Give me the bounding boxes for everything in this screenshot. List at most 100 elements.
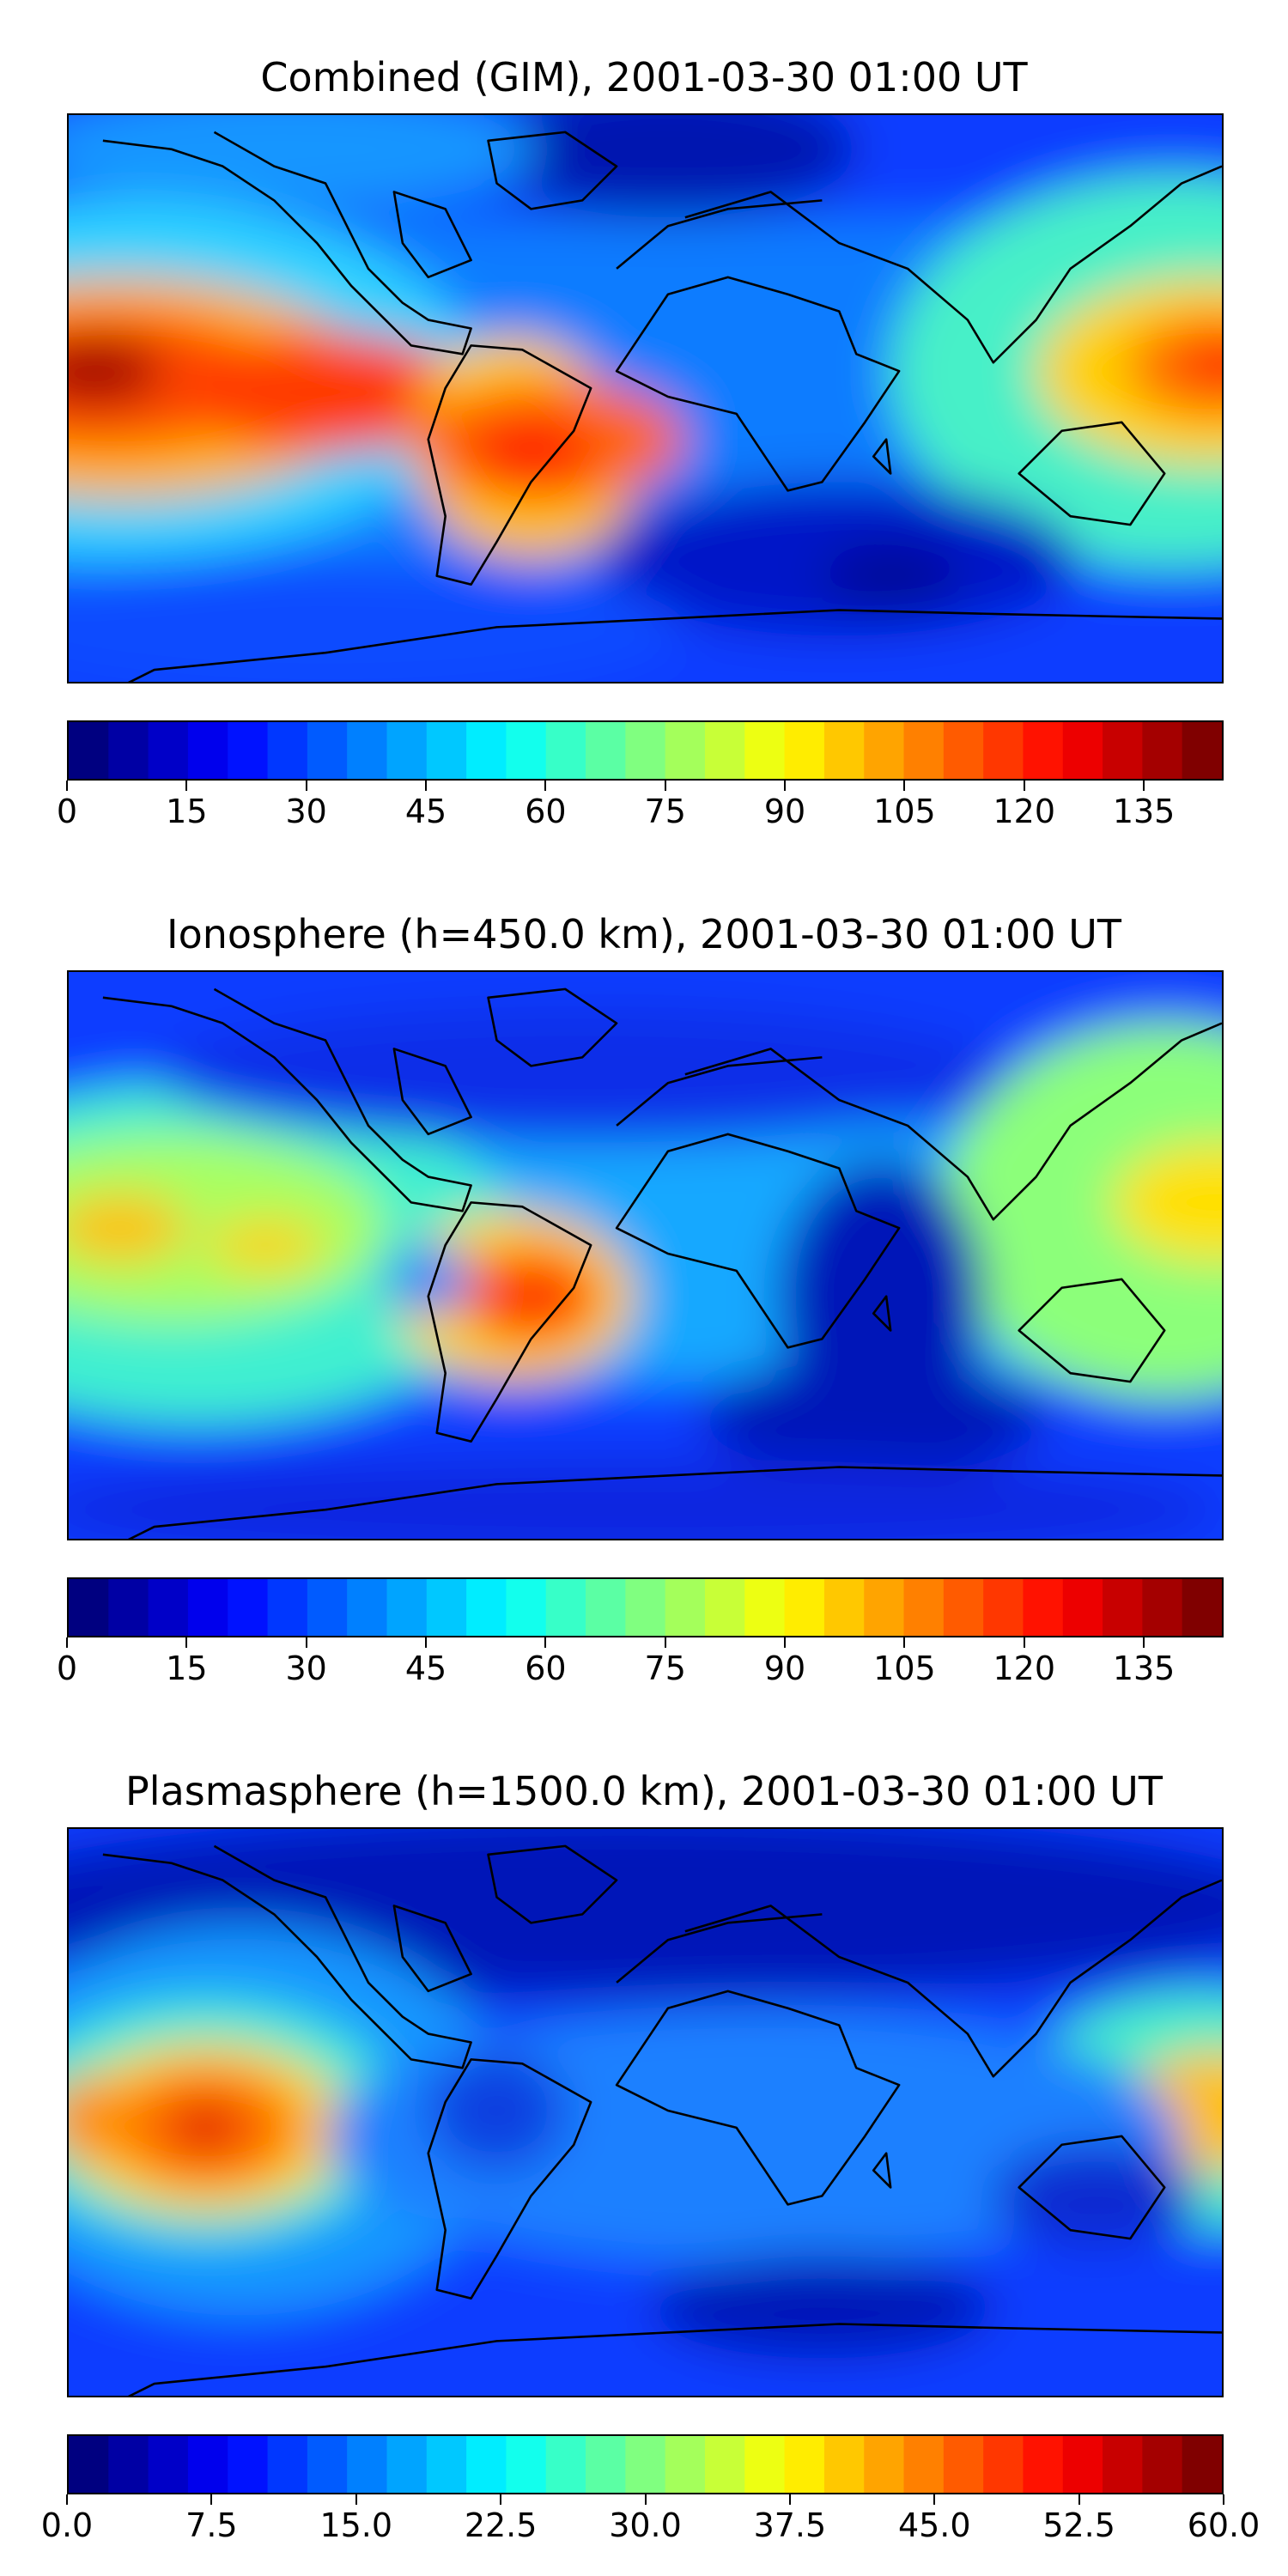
- colorbar-tick-mark: [66, 2494, 68, 2505]
- colorbar-tick-label: 45: [404, 1649, 447, 1687]
- map-combined: [67, 113, 1224, 683]
- coastlines: [102, 1844, 1222, 2396]
- colorbar-ticks-ionosphere: 0 15 30 45 60 75 90 105 120 135: [57, 1637, 1224, 1689]
- colorbar-swatch: [426, 1579, 467, 1636]
- colorbar-swatch: [1142, 2436, 1183, 2493]
- colorbar-tick-mark: [1143, 781, 1145, 791]
- colorbar-swatch: [625, 1579, 666, 1636]
- colorbar-tick-mark: [305, 781, 307, 791]
- colorbar-tick-label: 105: [873, 1649, 936, 1687]
- colorbar-tick-label: 0: [56, 793, 78, 830]
- colorbar-tick-mark: [664, 1637, 666, 1648]
- tec-field: [69, 115, 1222, 682]
- colorbar-tick-label: 52.5: [1042, 2506, 1115, 2544]
- colorbar-swatch: [625, 2436, 666, 2493]
- colorbar-tick-label: 135: [1112, 1649, 1176, 1687]
- colorbar-tick-mark: [788, 2494, 791, 2505]
- colorbar-swatch: [943, 1579, 984, 1636]
- colorbar-ionosphere: [67, 1577, 1224, 1637]
- colorbar-tick-label: 0: [56, 1649, 78, 1687]
- colorbar-swatch: [1103, 1579, 1143, 1636]
- colorbar-tick-label: 135: [1112, 793, 1176, 830]
- colorbar-tick-mark: [66, 1637, 68, 1648]
- colorbar-tick-mark: [544, 781, 547, 791]
- map-ionosphere: [67, 970, 1224, 1540]
- colorbar-swatch: [784, 1579, 825, 1636]
- panel-title-combined: Combined (GIM), 2001-03-30 01:00 UT: [260, 54, 1028, 100]
- colorbar-tick-mark: [1223, 2494, 1224, 2505]
- colorbar-tick-mark: [210, 2494, 213, 2505]
- colorbar-swatch: [704, 2436, 745, 2493]
- colorbar-tick-mark: [784, 781, 787, 791]
- colorbar-swatch: [665, 1579, 706, 1636]
- colorbar-swatch: [586, 2436, 626, 2493]
- colorbar-tick-mark: [1078, 2494, 1080, 2505]
- colorbar-tick-mark: [644, 2494, 647, 2505]
- colorbar-tick-label: 30: [285, 1649, 327, 1687]
- colorbar-tick-label: 75: [644, 793, 686, 830]
- colorbar-ticks-combined: 0 15 30 45 60 75 90 105 120 135: [57, 781, 1224, 832]
- colorbar-tick-label: 60.0: [1187, 2506, 1261, 2544]
- colorbar-swatch: [823, 1579, 865, 1636]
- colorbar-swatch: [506, 2436, 547, 2493]
- colorbar-swatch: [1062, 722, 1103, 779]
- colorbar-swatch: [1182, 722, 1222, 779]
- colorbar-tick-mark: [305, 1637, 307, 1648]
- colorbar-swatch: [784, 722, 825, 779]
- colorbar-swatch: [267, 722, 308, 779]
- colorbar-tick-label: 7.5: [185, 2506, 238, 2544]
- colorbar-swatch: [1103, 2436, 1143, 2493]
- colorbar-swatch: [69, 2436, 109, 2493]
- colorbar-swatch: [744, 2436, 786, 2493]
- colorbar-tick-mark: [1143, 1637, 1145, 1648]
- colorbar-swatch: [1062, 2436, 1103, 2493]
- colorbar-tick-mark: [664, 781, 666, 791]
- colorbar-swatch: [744, 722, 786, 779]
- colorbar-swatch: [386, 1579, 428, 1636]
- colorbar-swatch: [187, 1579, 228, 1636]
- colorbar-tick-mark: [784, 1637, 787, 1648]
- coastlines: [102, 131, 1222, 682]
- colorbar-swatch: [187, 2436, 228, 2493]
- colorbar-swatch: [148, 2436, 189, 2493]
- colorbar-ticks-plasmasphere: 0.0 7.5 15.0 22.5 30.0 37.5 45.0 52.5 60.0: [41, 2494, 1260, 2546]
- colorbar-swatch: [983, 722, 1024, 779]
- colorbar-tick-label: 75: [644, 1649, 686, 1687]
- colorbar-swatch: [466, 722, 507, 779]
- panel-title-plasmasphere: Plasmasphere (h=1500.0 km), 2001-03-30 0…: [125, 1768, 1163, 1814]
- colorbar-swatch: [704, 1579, 745, 1636]
- colorbar-swatch: [69, 722, 109, 779]
- tec-field: [69, 1829, 1222, 2396]
- map-plasmasphere: [67, 1827, 1224, 2397]
- colorbar-swatch: [545, 1579, 586, 1636]
- colorbar-swatch: [108, 1579, 149, 1636]
- colorbar-swatch: [386, 722, 428, 779]
- colorbar-tick-mark: [425, 1637, 428, 1648]
- colorbar-swatch: [347, 2436, 388, 2493]
- colorbar-swatch: [983, 2436, 1024, 2493]
- colorbar-swatch: [228, 1579, 269, 1636]
- colorbar-tick-label: 120: [993, 793, 1056, 830]
- colorbar-swatch: [108, 2436, 149, 2493]
- colorbar-tick-label: 15: [166, 793, 208, 830]
- colorbar-swatch: [228, 722, 269, 779]
- colorbar-tick-label: 15.0: [319, 2506, 393, 2544]
- colorbar-swatch: [108, 722, 149, 779]
- colorbar-swatch: [943, 722, 984, 779]
- colorbar-swatch: [386, 2436, 428, 2493]
- colorbar-tick-label: 45.0: [897, 2506, 971, 2544]
- colorbar-swatch: [1142, 722, 1183, 779]
- tec-field: [69, 972, 1222, 1539]
- colorbar-swatch: [983, 1579, 1024, 1636]
- colorbar-plasmasphere: [67, 2434, 1224, 2494]
- colorbar-tick-label: 90: [763, 793, 806, 830]
- colorbar-tick-label: 15: [166, 1649, 208, 1687]
- colorbar-tick-label: 105: [873, 793, 936, 830]
- colorbar-swatch: [506, 1579, 547, 1636]
- colorbar-swatch: [665, 722, 706, 779]
- colorbar-swatch: [1023, 1579, 1064, 1636]
- colorbar-tick-mark: [933, 2494, 936, 2505]
- colorbar-swatch: [864, 2436, 905, 2493]
- colorbar-swatch: [148, 1579, 189, 1636]
- colorbar-tick-label: 45: [404, 793, 447, 830]
